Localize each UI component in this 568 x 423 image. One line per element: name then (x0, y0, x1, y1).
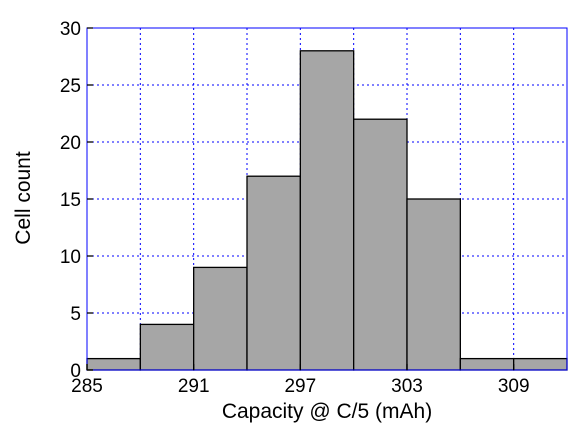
bars (86, 50, 568, 371)
y-tick-label: 20 (60, 133, 81, 154)
y-tick-label: 5 (70, 304, 81, 325)
x-tick-label: 285 (71, 376, 103, 397)
y-tick-label: 25 (60, 76, 81, 97)
y-axis-ticks: 0 5 10 15 20 25 30 (60, 19, 93, 382)
histogram-bar (86, 357, 141, 371)
histogram-bar (299, 50, 355, 371)
x-axis-ticks: 285 291 297 303 309 (71, 364, 530, 397)
histogram-bar (193, 266, 248, 371)
y-tick-label: 30 (60, 19, 81, 40)
y-tick-label: 15 (60, 190, 81, 211)
x-tick-label: 303 (391, 376, 423, 397)
histogram-bar (459, 357, 515, 371)
histogram-bar (139, 323, 195, 371)
histogram-bar (406, 198, 461, 371)
histogram-bar (513, 357, 568, 371)
y-tick-label: 0 (70, 361, 81, 382)
x-tick-label: 291 (178, 376, 210, 397)
histogram-bar (353, 118, 408, 371)
x-tick-label: 297 (284, 376, 316, 397)
y-tick-label: 10 (60, 247, 81, 268)
histogram-bar (246, 175, 301, 371)
x-axis-label: Capacity @ C/5 (mAh) (222, 400, 432, 423)
x-tick-label: 309 (498, 376, 530, 397)
y-axis-label: Cell count (12, 151, 35, 245)
